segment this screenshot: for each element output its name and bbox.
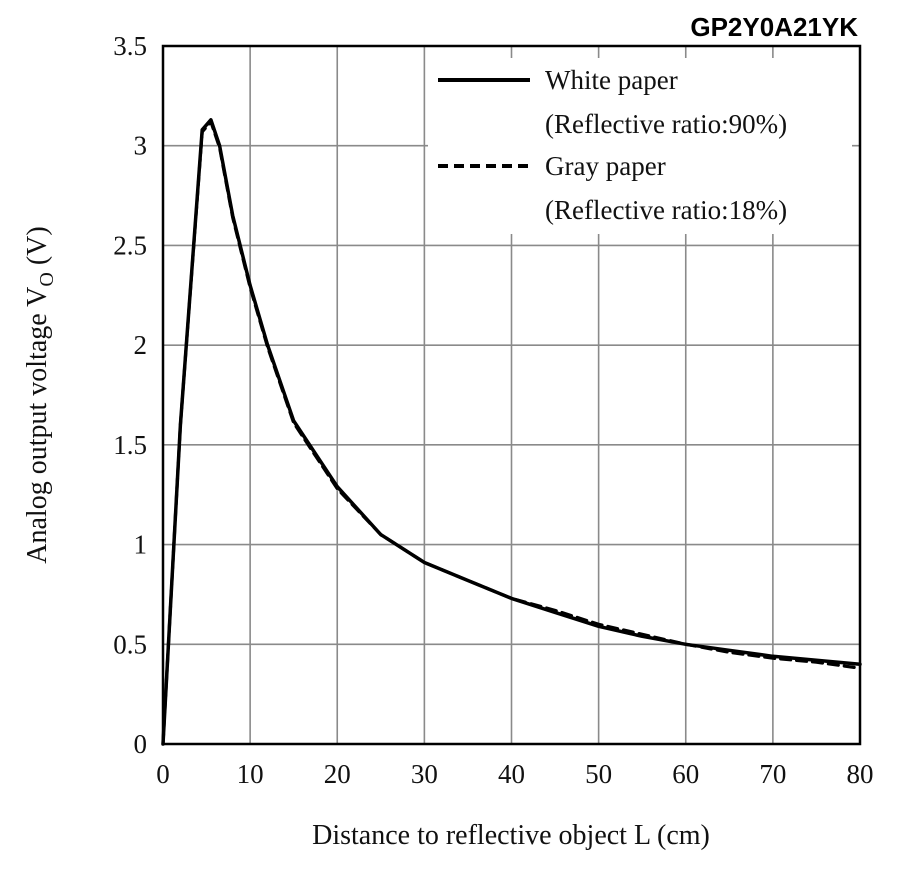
x-axis-label: Distance to reflective object L (cm) xyxy=(312,820,710,851)
y-axis-label: Analog output voltage VO (V) xyxy=(22,226,58,563)
x-tick-label: 10 xyxy=(237,759,264,789)
legend-sublabel-white-paper: (Reflective ratio:90%) xyxy=(545,109,787,139)
y-axis-label-subscript: O xyxy=(36,272,58,286)
chart-title: GP2Y0A21YK xyxy=(690,12,858,42)
x-ticks: 0 10 20 30 40 50 60 70 80 xyxy=(156,759,873,789)
y-tick-label: 2.5 xyxy=(113,230,147,260)
x-tick-label: 50 xyxy=(585,759,612,789)
series-line-white-paper xyxy=(161,118,862,746)
legend-sublabel-gray-paper: (Reflective ratio:18%) xyxy=(545,195,787,225)
x-tick-label: 60 xyxy=(672,759,699,789)
series-layer xyxy=(161,118,862,746)
y-tick-label: 2 xyxy=(134,330,148,360)
y-ticks: 0 0.5 1 1.5 2 2.5 3 3.5 xyxy=(113,31,147,759)
y-tick-label: 3.5 xyxy=(113,31,147,61)
y-tick-label: 3 xyxy=(134,131,148,161)
y-tick-label: 1.5 xyxy=(113,430,147,460)
legend: White paper (Reflective ratio:90%) Gray … xyxy=(428,58,852,234)
x-tick-label: 0 xyxy=(156,759,170,789)
y-tick-label: 0.5 xyxy=(113,629,147,659)
legend-label-gray-paper: Gray paper xyxy=(545,151,666,181)
y-axis-label-main: Analog output voltage V xyxy=(22,287,53,564)
plot-frame xyxy=(161,44,862,746)
x-tick-label: 30 xyxy=(411,759,438,789)
y-axis-label-unit: (V) xyxy=(22,226,53,265)
y-tick-label: 1 xyxy=(134,530,148,560)
y-tick-label: 0 xyxy=(134,729,148,759)
legend-background xyxy=(428,58,852,234)
x-tick-label: 70 xyxy=(759,759,786,789)
x-tick-label: 20 xyxy=(324,759,351,789)
legend-label-white-paper: White paper xyxy=(545,65,678,95)
x-tick-label: 40 xyxy=(498,759,525,789)
x-tick-label: 80 xyxy=(847,759,874,789)
